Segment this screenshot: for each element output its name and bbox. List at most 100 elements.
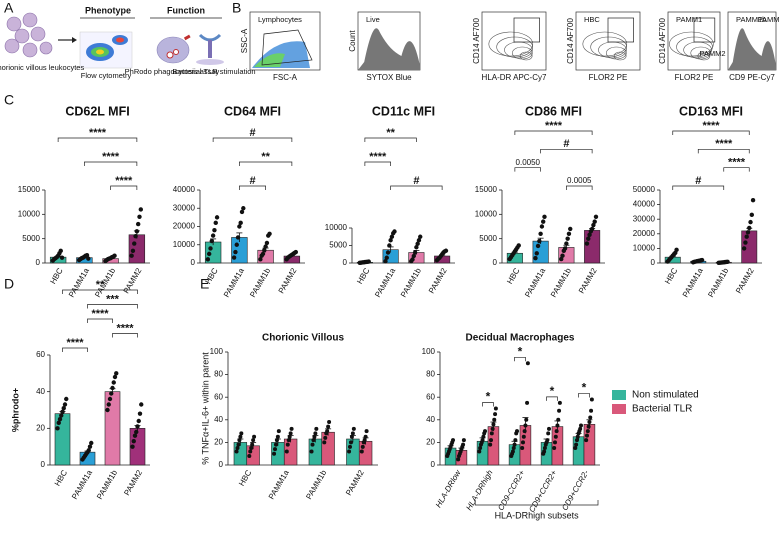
data-point — [236, 442, 241, 447]
data-point — [363, 434, 368, 439]
y-tick-label: 0 — [191, 258, 196, 267]
x-tick-label: CD9+CCR2- — [560, 468, 591, 512]
data-point — [289, 426, 294, 431]
significance-label: **** — [89, 127, 107, 139]
data-point — [415, 241, 420, 246]
data-point — [267, 231, 272, 236]
y-tick-label: 0 — [219, 460, 224, 469]
significance-label: * — [486, 390, 491, 404]
flow-histogram — [358, 28, 420, 70]
data-point — [451, 438, 456, 443]
data-point — [275, 434, 280, 439]
data-point — [537, 238, 542, 244]
x-tick-label: HLA-DRhigh — [464, 468, 495, 512]
significance-bracket — [87, 318, 113, 323]
data-point — [86, 448, 91, 453]
significance-bracket — [87, 304, 138, 309]
flow-contour — [697, 51, 711, 61]
data-point — [525, 400, 530, 405]
x-tick-label: HBC — [203, 266, 219, 285]
panel-label: E — [200, 276, 209, 292]
data-point — [274, 438, 279, 443]
group-bracket — [474, 500, 599, 506]
data-point — [384, 255, 389, 260]
x-tick-label: HBC — [355, 266, 371, 285]
chart-title: CD163 MFI — [679, 104, 743, 118]
data-point — [210, 233, 216, 238]
data-point — [293, 249, 299, 255]
flow-x-label: SYTOX Blue — [366, 73, 412, 82]
data-point — [284, 449, 289, 454]
significance-bracket — [578, 393, 590, 398]
data-point — [209, 238, 215, 244]
data-point — [456, 457, 461, 462]
data-point — [359, 449, 364, 454]
x-tick-label: PAMM1a — [267, 468, 291, 501]
flow-gate-label: HBC — [584, 15, 600, 24]
data-point — [542, 446, 547, 451]
x-tick-label: HBC — [48, 266, 64, 285]
legend-label: Non stimulated — [632, 390, 699, 401]
significance-bracket — [566, 185, 593, 190]
y-tick-label: 20000 — [633, 229, 656, 238]
data-point — [239, 209, 245, 215]
y-tick-label: 20000 — [173, 222, 196, 231]
flow-contour — [676, 36, 713, 58]
data-point — [533, 255, 538, 261]
y-tick-label: 10000 — [18, 209, 41, 218]
flow-gate — [513, 17, 540, 43]
data-point — [557, 408, 562, 413]
x-tick-label: PAMM2 — [122, 468, 144, 497]
data-point — [327, 420, 332, 425]
data-point — [552, 446, 557, 451]
data-point — [520, 440, 525, 445]
flow-gate-label: PAMM1 — [676, 15, 702, 24]
data-point — [589, 397, 594, 402]
schematic-art — [4, 12, 224, 69]
data-point — [312, 434, 317, 439]
data-point — [747, 225, 752, 231]
data-point — [585, 429, 590, 434]
data-point — [388, 238, 393, 243]
flow-y-label: CD14 AF700 — [472, 18, 481, 64]
data-point — [264, 240, 270, 246]
data-point — [272, 451, 277, 456]
y-tick-label: 40 — [214, 415, 223, 424]
x-tick-label: PAMM1b — [95, 468, 119, 501]
data-point — [593, 214, 599, 219]
data-point — [539, 224, 545, 229]
data-point — [130, 248, 136, 254]
schematic-text: Bacterial TLR stimulation — [172, 67, 255, 76]
data-point — [553, 434, 558, 439]
significance-bracket — [540, 148, 593, 154]
y-tick-label: 40000 — [173, 185, 196, 194]
flow-contour — [582, 31, 628, 57]
data-point — [248, 449, 253, 454]
data-point — [64, 396, 69, 402]
x-tick-label: CD9-CCR2+ — [496, 468, 527, 512]
significance-label: * — [582, 381, 587, 395]
data-point — [366, 259, 371, 264]
significance-bracket — [212, 137, 293, 142]
data-point — [521, 434, 526, 439]
data-point — [579, 423, 584, 428]
group-label: HLA-DRhigh subsets — [495, 510, 580, 520]
data-point — [524, 417, 529, 422]
y-tick-label: 80 — [426, 370, 435, 379]
flow-gate-label: Live — [366, 15, 380, 24]
data-point — [477, 449, 482, 454]
y-tick-label: 0 — [41, 460, 46, 469]
x-tick-label: PAMM2 — [427, 266, 449, 295]
data-point — [589, 408, 594, 413]
data-point — [587, 420, 592, 425]
data-point — [516, 243, 521, 248]
flow-gate-label: PAMM1a — [758, 15, 779, 24]
y-tick-label: 60 — [36, 350, 45, 359]
data-point — [241, 206, 246, 211]
data-point — [234, 242, 239, 247]
significance-bracket — [364, 161, 391, 166]
data-point — [322, 440, 327, 445]
bar — [584, 230, 601, 264]
data-point — [206, 251, 212, 257]
data-point — [562, 246, 568, 251]
